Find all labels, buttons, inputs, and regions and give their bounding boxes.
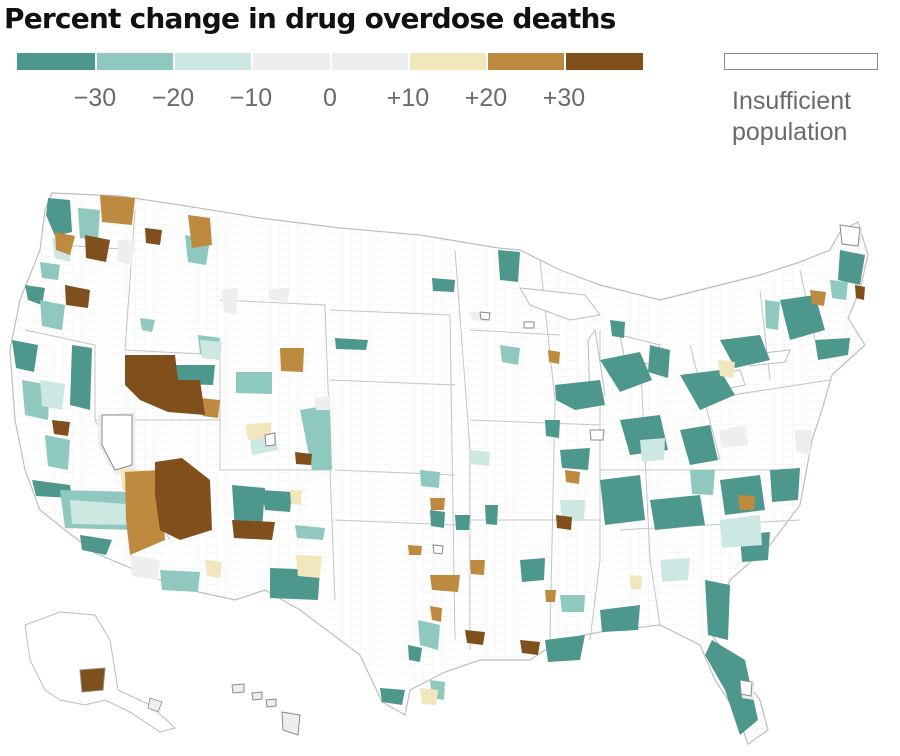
legend-swatch-bin-7 xyxy=(486,53,565,70)
legend-tick-label: 0 xyxy=(323,84,337,112)
legend-tick-label: +30 xyxy=(542,84,586,112)
legend-swatch-bin-1 xyxy=(17,53,96,70)
legend-tick-label: +10 xyxy=(386,84,430,112)
alaska-county-bin-8 xyxy=(79,667,106,693)
legend-swatch-bin-8 xyxy=(564,53,643,70)
legend-tick-label: +20 xyxy=(464,84,508,112)
us-county-map xyxy=(9,192,869,745)
insufficient-label-line1: Insufficient xyxy=(732,87,852,115)
legend-tick xyxy=(251,49,253,77)
legend-swatch-bin-6 xyxy=(408,53,487,70)
counties-bin-3 xyxy=(40,238,762,582)
counties-insufficient xyxy=(101,224,861,697)
legend-tick xyxy=(173,49,175,77)
legend-tick xyxy=(95,49,97,77)
insufficient-population-swatch xyxy=(724,53,878,70)
insufficient-label-line2: population xyxy=(732,118,848,146)
legend-swatch-bin-5 xyxy=(330,53,409,70)
map-title: Percent change in drug overdose deaths xyxy=(4,2,616,35)
color-legend-bar xyxy=(17,53,643,70)
legend-tick-label: −20 xyxy=(151,84,195,112)
legend-tick xyxy=(486,49,488,77)
legend-tick xyxy=(564,49,566,77)
legend-swatch-bin-4 xyxy=(251,53,330,70)
county-grid xyxy=(10,193,868,744)
insufficient-population-label: Insufficient population xyxy=(732,86,892,148)
state-borders xyxy=(24,209,831,650)
legend-tick xyxy=(408,49,410,77)
hawaii xyxy=(231,683,301,736)
alaska xyxy=(24,611,177,733)
legend-tick-label: −10 xyxy=(229,84,273,112)
legend-tick-label: −30 xyxy=(73,84,117,112)
counties-bin-1 xyxy=(12,198,865,735)
counties-bin-7 xyxy=(55,195,826,622)
legend-tick xyxy=(330,49,332,77)
legend-swatch-bin-2 xyxy=(95,53,174,70)
legend-swatch-bin-3 xyxy=(173,53,252,70)
counties-bin-8 xyxy=(52,228,865,692)
